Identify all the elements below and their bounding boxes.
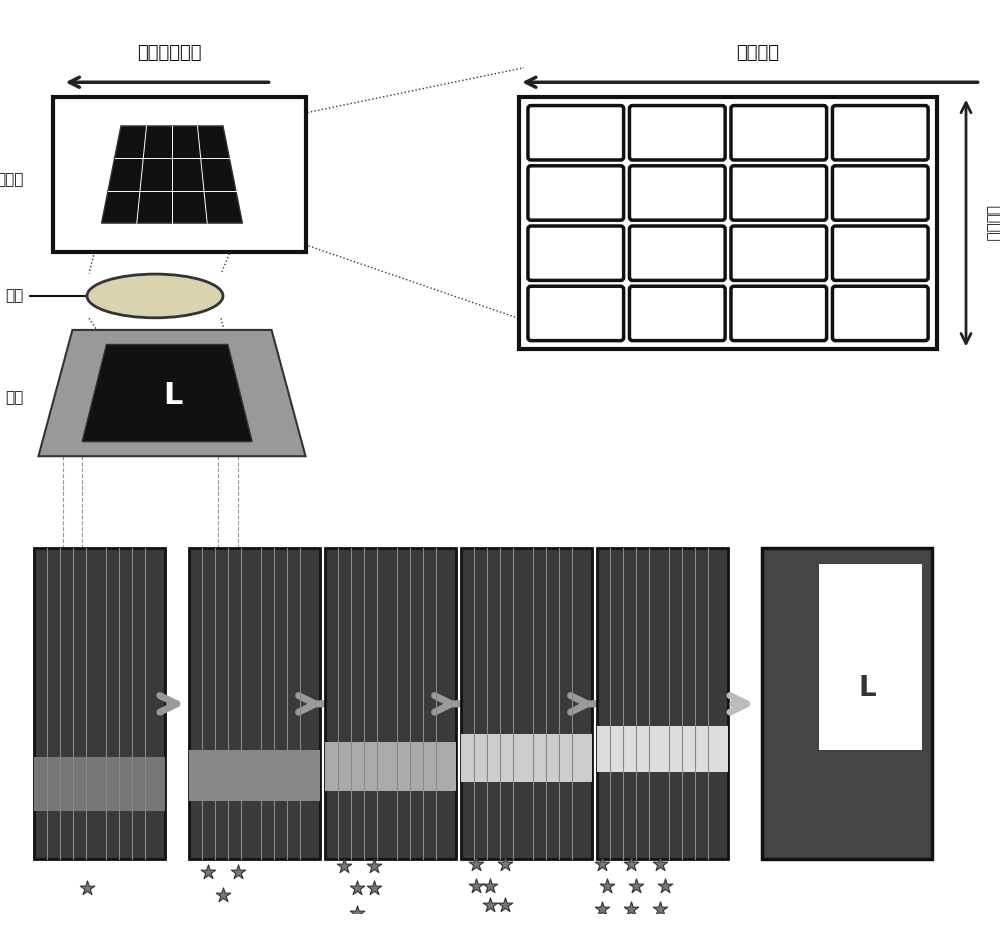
Point bbox=[497, 897, 513, 912]
FancyBboxPatch shape bbox=[832, 286, 928, 341]
Bar bbox=[189, 749, 320, 801]
Point bbox=[657, 879, 673, 894]
Point bbox=[628, 879, 644, 894]
Polygon shape bbox=[53, 97, 306, 252]
Point bbox=[200, 865, 216, 880]
Point bbox=[482, 897, 498, 912]
Point bbox=[349, 906, 365, 920]
Point bbox=[613, 923, 629, 926]
Point bbox=[366, 881, 382, 895]
Text: 相对运动方向: 相对运动方向 bbox=[137, 44, 202, 62]
FancyBboxPatch shape bbox=[731, 166, 827, 220]
Bar bbox=[189, 548, 320, 859]
FancyBboxPatch shape bbox=[528, 106, 624, 160]
Point bbox=[623, 857, 639, 871]
Bar bbox=[597, 726, 728, 772]
FancyBboxPatch shape bbox=[731, 106, 827, 160]
FancyBboxPatch shape bbox=[528, 166, 624, 220]
Point bbox=[366, 858, 382, 873]
Bar bbox=[325, 548, 456, 859]
FancyBboxPatch shape bbox=[629, 286, 725, 341]
Bar bbox=[772, 564, 819, 750]
Text: 镜头: 镜头 bbox=[6, 288, 24, 304]
Text: 纵轴方向: 纵轴方向 bbox=[985, 205, 1000, 242]
Bar bbox=[762, 548, 932, 859]
Point bbox=[349, 881, 365, 895]
FancyBboxPatch shape bbox=[832, 166, 928, 220]
Bar bbox=[772, 564, 922, 750]
Point bbox=[336, 858, 352, 873]
Bar bbox=[519, 97, 937, 349]
Bar bbox=[461, 548, 592, 859]
Bar bbox=[34, 548, 165, 859]
FancyBboxPatch shape bbox=[731, 286, 827, 341]
FancyBboxPatch shape bbox=[629, 166, 725, 220]
Text: L: L bbox=[163, 382, 182, 410]
Bar bbox=[325, 742, 456, 792]
Point bbox=[594, 857, 610, 871]
Text: 级数方向: 级数方向 bbox=[736, 44, 779, 62]
Point bbox=[642, 923, 658, 926]
Point bbox=[652, 857, 668, 871]
FancyBboxPatch shape bbox=[629, 106, 725, 160]
Point bbox=[468, 878, 484, 893]
Polygon shape bbox=[102, 126, 242, 223]
Bar bbox=[461, 734, 592, 782]
Point bbox=[482, 920, 498, 926]
Bar bbox=[34, 757, 165, 811]
Point bbox=[497, 857, 513, 871]
Text: L: L bbox=[859, 674, 876, 702]
Text: 景物: 景物 bbox=[6, 391, 24, 406]
Point bbox=[230, 865, 246, 880]
FancyBboxPatch shape bbox=[528, 226, 624, 281]
Point bbox=[79, 881, 95, 895]
Point bbox=[482, 878, 498, 893]
FancyBboxPatch shape bbox=[832, 106, 928, 160]
Polygon shape bbox=[38, 330, 306, 457]
Point bbox=[468, 857, 484, 871]
FancyBboxPatch shape bbox=[629, 226, 725, 281]
Bar bbox=[597, 548, 728, 859]
Text: 传感器: 传感器 bbox=[0, 172, 24, 187]
Point bbox=[215, 888, 231, 903]
FancyBboxPatch shape bbox=[528, 286, 624, 341]
Bar bbox=[762, 548, 932, 859]
Point bbox=[652, 901, 668, 916]
Ellipse shape bbox=[87, 274, 223, 318]
Polygon shape bbox=[82, 344, 252, 442]
FancyBboxPatch shape bbox=[832, 226, 928, 281]
Point bbox=[599, 879, 615, 894]
Point bbox=[594, 901, 610, 916]
Point bbox=[623, 901, 639, 916]
FancyBboxPatch shape bbox=[731, 226, 827, 281]
